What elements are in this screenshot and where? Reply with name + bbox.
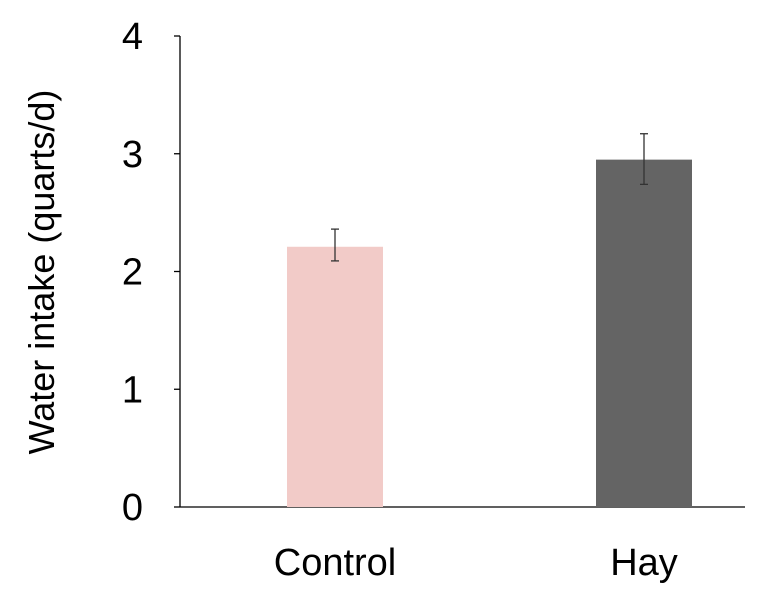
x-axis: Control Hay bbox=[180, 506, 745, 584]
y-tick-label: 2 bbox=[122, 252, 143, 294]
y-axis-title: Water intake (quarts/d) bbox=[21, 90, 62, 455]
y-tick-label: 0 bbox=[122, 487, 143, 529]
y-tick-label: 4 bbox=[122, 16, 143, 58]
error-bars bbox=[331, 133, 648, 262]
bar-hay bbox=[596, 159, 692, 507]
x-tick-label: Control bbox=[274, 542, 397, 584]
error-bar-control bbox=[331, 228, 339, 262]
y-tick-label: 3 bbox=[122, 134, 143, 176]
error-bar-hay bbox=[640, 133, 648, 186]
bars bbox=[287, 159, 692, 507]
y-tick-label: 1 bbox=[122, 369, 143, 411]
bar-control bbox=[287, 246, 383, 507]
y-axis: 0 1 2 3 4 bbox=[122, 16, 181, 529]
x-tick-label: Hay bbox=[610, 542, 678, 584]
